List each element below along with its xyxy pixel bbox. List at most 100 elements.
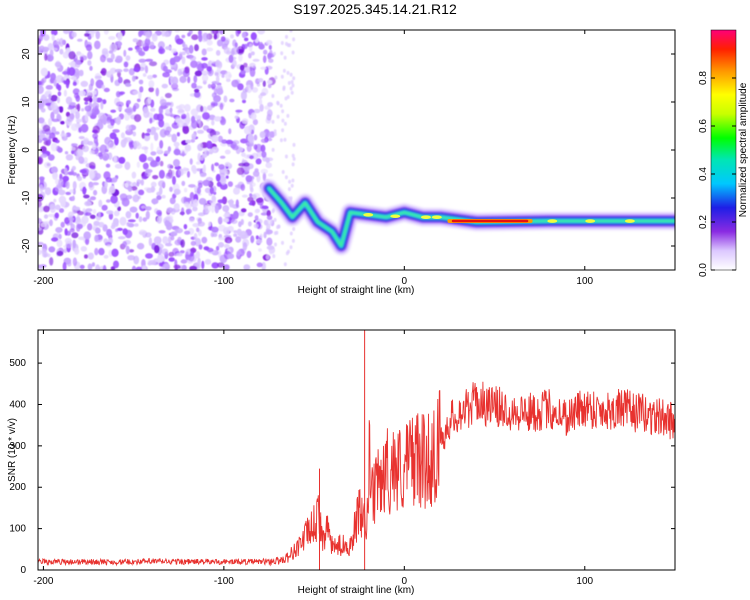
spectrogram-speck [241, 194, 248, 198]
spectrogram-speck [177, 68, 182, 77]
spectrogram-speck [145, 232, 152, 238]
spectrogram-speck [63, 248, 68, 253]
spectrogram-speck [127, 255, 136, 261]
colorbar: 0.0 0.2 0.4 0.6 0.8 Normalized spectral ampl… [698, 29, 749, 277]
spectrogram-speck [181, 180, 186, 186]
spectrogram-speck [105, 163, 111, 168]
spectrogram-speck [285, 41, 288, 46]
spectrogram-speck [196, 187, 201, 195]
spectrogram-speck [257, 30, 265, 35]
spectrogram-speck [155, 87, 160, 97]
spectrogram-speck [47, 154, 55, 161]
spectrogram-speck [95, 97, 103, 103]
spectrogram-speck [144, 132, 151, 136]
spectrogram-speck [233, 187, 240, 195]
spectrogram-speck [271, 147, 275, 152]
spectrogram-speck [84, 112, 89, 122]
spectrogram-speck [109, 43, 118, 53]
spectrogram-speck [156, 195, 162, 201]
spectrogram-speck [227, 239, 231, 244]
spectrogram-speck [111, 177, 118, 183]
spectrogram-speck [74, 247, 80, 255]
spectrogram-speck [48, 246, 56, 253]
spectrogram-speck [103, 254, 109, 259]
spectrogram-speck [103, 30, 109, 35]
spectrogram-speck [71, 195, 75, 201]
spectrogram-speck [50, 94, 58, 102]
spectrogram-speck [168, 257, 175, 262]
spectrogram-speck [273, 129, 277, 134]
spectrogram-noise [38, 30, 296, 270]
spectrogram-speck [221, 73, 225, 78]
spectrogram-speck [190, 251, 194, 257]
spectrogram-speck [40, 67, 48, 77]
spectrogram-speck [161, 248, 169, 255]
spectrogram-speck [149, 117, 153, 124]
spectrogram-speck [65, 132, 72, 138]
spectrogram-speck [204, 259, 212, 265]
spectrogram-speck [76, 148, 84, 158]
spectrogram-speck [121, 197, 130, 207]
spectrogram-speck [94, 247, 99, 256]
spectrogram-speck [54, 139, 60, 144]
spectrogram-speck [218, 164, 225, 170]
spectrogram-speck [290, 90, 294, 95]
spectrogram-speck [39, 45, 45, 51]
spectrogram-speck [223, 264, 230, 270]
spectrogram-speck [54, 131, 60, 135]
spectrogram-speck [94, 234, 99, 242]
spectrogram-speck [85, 237, 90, 245]
spectrogram-speck [157, 212, 162, 217]
spectrogram-speck [202, 167, 206, 173]
spectrogram-speck [72, 239, 76, 249]
spectrogram-speck [100, 70, 105, 74]
spectrogram-speck [186, 170, 191, 178]
spectrogram-speck [133, 114, 142, 123]
spectrogram-speck [124, 137, 132, 143]
spectrogram-speck [38, 85, 44, 94]
spectrogram-speck [210, 202, 216, 208]
spectrogram-speck [136, 161, 141, 168]
spectrogram-speck [44, 53, 48, 61]
spectrogram-speck [145, 30, 151, 40]
spectrogram-speck [210, 232, 214, 238]
spectrogram-speck [126, 106, 134, 116]
spectrogram-speck [277, 224, 281, 229]
spectrogram-speck [280, 51, 284, 56]
spectrogram-speck [267, 83, 272, 89]
spectrogram-speck [222, 205, 230, 212]
spectrogram-speck [195, 251, 200, 259]
colorbar-tick-label: 0.6 [698, 119, 709, 133]
spectrogram-speck [101, 84, 105, 90]
spectrogram-speck [60, 221, 65, 228]
spectrogram-speck [89, 97, 93, 103]
spectrogram-speck [181, 118, 190, 127]
spectrogram-speck [58, 189, 66, 196]
spectrogram-speck [116, 106, 123, 111]
spectrogram-speck [241, 118, 249, 124]
spectrogram-speck [209, 148, 214, 154]
spectrogram-speck [237, 83, 244, 91]
spectrogram-speck [276, 114, 280, 119]
spectrogram-speck [108, 36, 116, 40]
spectrogram-speck [144, 38, 151, 47]
spectrogram-speck [279, 103, 283, 108]
spectrogram-speck [283, 262, 287, 267]
spectrogram-speck [261, 151, 267, 158]
spectrogram-speck [161, 194, 166, 199]
spectrogram-speck [213, 33, 218, 40]
spectrogram-speck [57, 91, 62, 97]
spectrogram-speck [144, 65, 149, 74]
spectrogram-speck [219, 102, 224, 111]
spectrogram-speck [198, 33, 203, 43]
spectrogram-speck [63, 80, 67, 85]
spectrogram-speck [71, 143, 78, 147]
spectrogram-speck [287, 187, 291, 192]
spectrogram-x-tick-label: 0 [402, 276, 408, 287]
spectrogram-speck [201, 57, 208, 61]
spectrogram-speck [51, 34, 55, 41]
spectrogram-speck [287, 81, 291, 85]
spectrogram-speck [150, 151, 157, 156]
spectrogram-speck [111, 221, 119, 228]
